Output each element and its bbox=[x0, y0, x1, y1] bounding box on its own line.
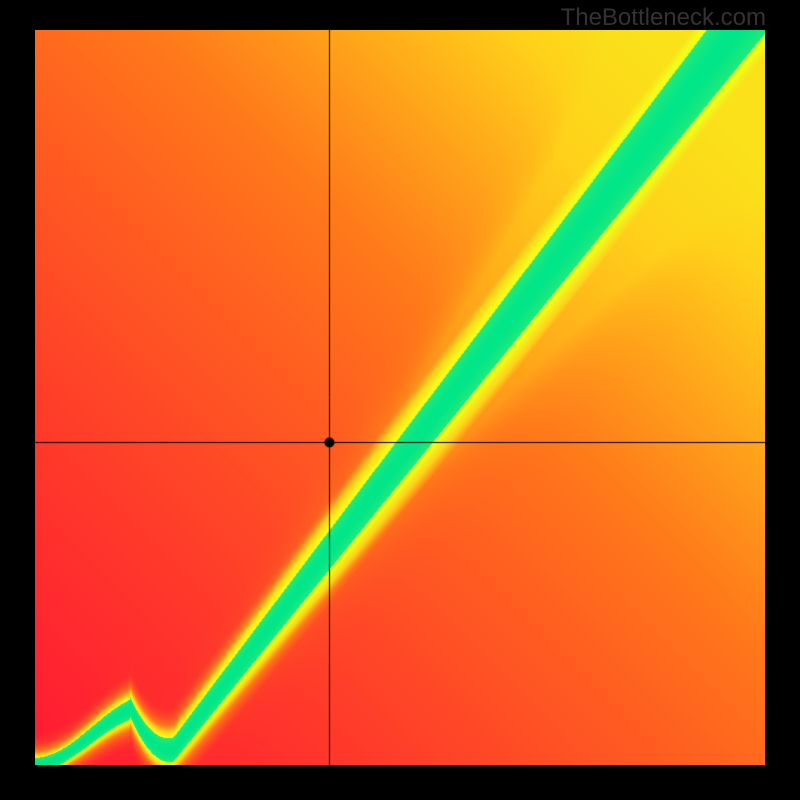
watermark-label: TheBottleneck.com bbox=[561, 4, 766, 32]
chart-container: TheBottleneck.com bbox=[0, 0, 800, 800]
bottleneck-heatmap bbox=[35, 30, 765, 765]
